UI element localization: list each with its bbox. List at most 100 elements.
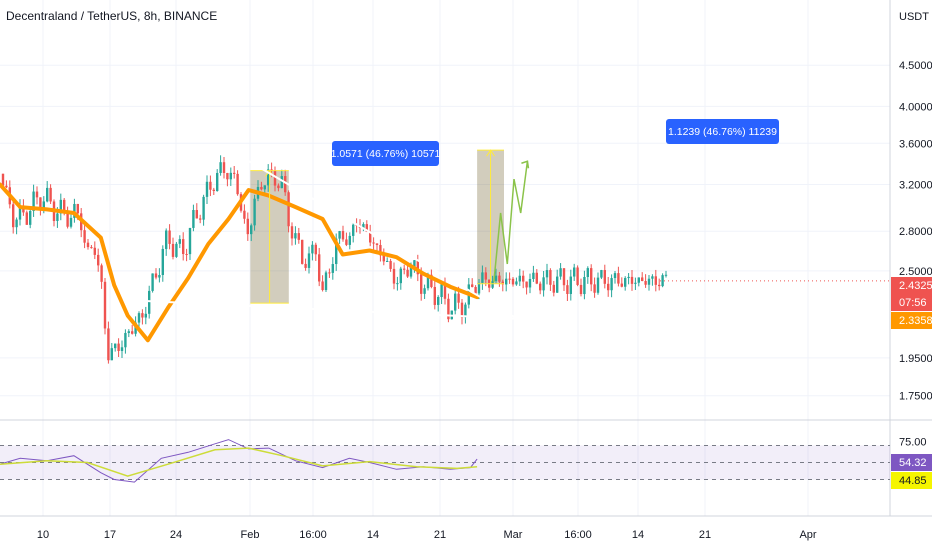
- candle-body: [583, 277, 586, 295]
- candle-body: [290, 226, 294, 239]
- candle-body: [644, 281, 647, 285]
- measure-arrow-head: [486, 149, 495, 157]
- candle-body: [590, 268, 593, 285]
- price-label-box: [891, 277, 932, 295]
- price-tick-label: 1.7500: [899, 391, 932, 403]
- candle-body: [120, 347, 124, 352]
- price-label-box: [891, 312, 932, 329]
- currency-label: USDT: [899, 11, 929, 23]
- candle-body: [579, 284, 583, 295]
- price-tick-label: 2.8000: [899, 226, 932, 238]
- candle-body: [365, 224, 368, 232]
- candle-body: [637, 277, 640, 283]
- price-label-box: [891, 294, 932, 311]
- candle-body: [389, 260, 392, 269]
- candle-body: [664, 274, 668, 276]
- candle-body: [477, 282, 481, 294]
- candle-body: [5, 185, 8, 188]
- candle-body: [624, 278, 627, 287]
- candle-body: [331, 264, 334, 273]
- candle-body: [399, 268, 402, 284]
- candle-body: [403, 268, 406, 270]
- candle-body: [464, 304, 467, 318]
- candle-body: [168, 230, 171, 244]
- measure-label: 1.0571 (46.76%) 10571: [331, 148, 441, 160]
- candle-body: [549, 270, 552, 285]
- candle-body: [460, 302, 464, 318]
- time-tick-label: Mar: [504, 529, 523, 541]
- rsi-value-label: 44.85: [899, 475, 927, 487]
- candle-body: [535, 272, 538, 284]
- trendline: [234, 152, 518, 320]
- candle-body: [352, 224, 355, 236]
- candle-body: [348, 235, 351, 245]
- candle-body: [603, 270, 606, 284]
- candle-body: [586, 268, 589, 278]
- candle-body: [559, 268, 562, 277]
- candle-body: [454, 293, 457, 311]
- candle-body: [484, 272, 487, 280]
- candle-body: [522, 275, 525, 282]
- candle-body: [525, 281, 528, 288]
- candle-body: [430, 274, 433, 287]
- candle-body: [382, 255, 385, 262]
- candle-body: [321, 281, 324, 291]
- chart-title: Decentraland / TetherUS, 8h, BINANCE: [6, 9, 218, 23]
- candle-body: [627, 276, 630, 279]
- candle-body: [491, 281, 494, 288]
- candle-body: [137, 313, 141, 323]
- time-tick-label: 14: [367, 529, 379, 541]
- candle-body: [250, 225, 253, 235]
- candle-body: [209, 181, 212, 190]
- candle-body: [158, 275, 161, 278]
- candle-body: [246, 218, 249, 235]
- time-tick-label: 16:00: [299, 529, 327, 541]
- candle-body: [12, 204, 15, 228]
- candle-body: [195, 210, 198, 219]
- time-tick-label: 21: [699, 529, 711, 541]
- candle-body: [202, 196, 205, 220]
- candle-body: [86, 242, 90, 248]
- candle-body: [97, 254, 100, 266]
- candle-body: [114, 343, 117, 349]
- time-tick-label: 17: [104, 529, 116, 541]
- candle-body: [69, 217, 73, 227]
- candle-body: [127, 331, 130, 333]
- candle-body: [90, 247, 93, 249]
- price-tick-label: 2.5000: [899, 266, 932, 278]
- candle-body: [392, 268, 396, 284]
- candle-body: [66, 210, 69, 227]
- projection-path: [493, 161, 529, 283]
- candle-body: [107, 328, 110, 361]
- measure-label: 1.1239 (46.76%) 11239: [668, 126, 777, 138]
- candle-body: [226, 172, 229, 180]
- candle-body: [100, 265, 103, 282]
- candle-body: [253, 198, 256, 226]
- trendline: [127, 299, 518, 320]
- candle-body: [182, 239, 185, 255]
- candle-body: [301, 239, 304, 264]
- candle-body: [338, 231, 341, 239]
- candle-body: [236, 173, 239, 195]
- candle-body: [185, 254, 188, 256]
- candle-body: [175, 243, 178, 257]
- candle-body: [562, 268, 566, 286]
- candle-body: [171, 243, 175, 257]
- candle-body: [423, 288, 426, 294]
- candle-body: [651, 276, 654, 279]
- candle-body: [222, 162, 226, 173]
- candle-body: [413, 260, 416, 268]
- candle-body: [46, 187, 49, 202]
- candle-body: [596, 277, 600, 293]
- candle-body: [212, 189, 215, 191]
- candle-body: [131, 331, 134, 334]
- time-tick-label: 14: [632, 529, 644, 541]
- candle-body: [474, 286, 477, 294]
- candle-body: [542, 277, 545, 291]
- candle-body: [294, 233, 297, 239]
- candle-body: [532, 272, 535, 279]
- candle-body: [593, 284, 596, 293]
- candle-body: [199, 218, 202, 220]
